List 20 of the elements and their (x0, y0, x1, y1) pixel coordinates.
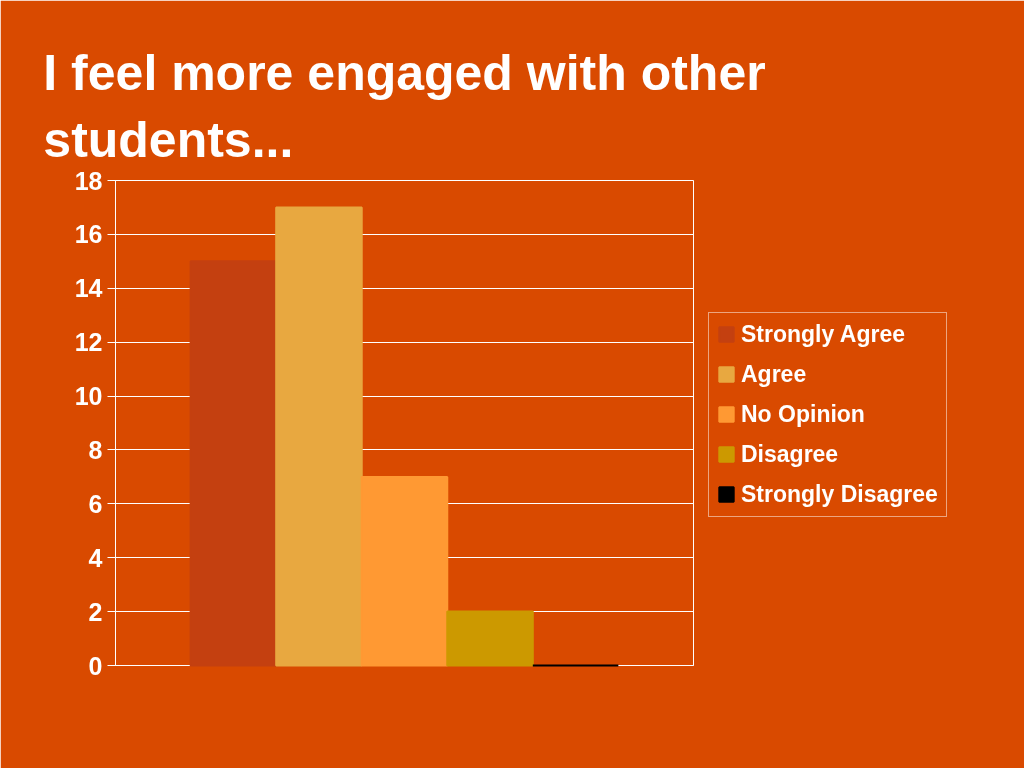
legend-label: Strongly Agree (741, 320, 906, 348)
y-tick-label: 0 (88, 651, 103, 680)
y-tick-label: 6 (88, 489, 103, 518)
y-tick-label: 12 (74, 328, 103, 357)
bar (446, 610, 534, 667)
bar (360, 475, 449, 667)
legend-label: Agree (741, 360, 807, 388)
y-tick-label: 8 (88, 435, 103, 464)
y-tick-label: 14 (74, 274, 103, 303)
bar (275, 206, 363, 667)
bar (189, 260, 278, 667)
y-tick-label: 16 (74, 220, 103, 249)
y-tick-label: 10 (74, 382, 103, 411)
legend-label: No Opinion (741, 400, 865, 428)
chart-title: I feel more engaged with other students... (43, 45, 766, 169)
y-tick-label: 2 (88, 597, 103, 626)
y-tick-label: 4 (88, 543, 103, 572)
legend-label: Strongly Disagree (741, 480, 938, 508)
y-tick-label: 18 (74, 166, 103, 195)
legend-label: Disagree (741, 440, 839, 468)
